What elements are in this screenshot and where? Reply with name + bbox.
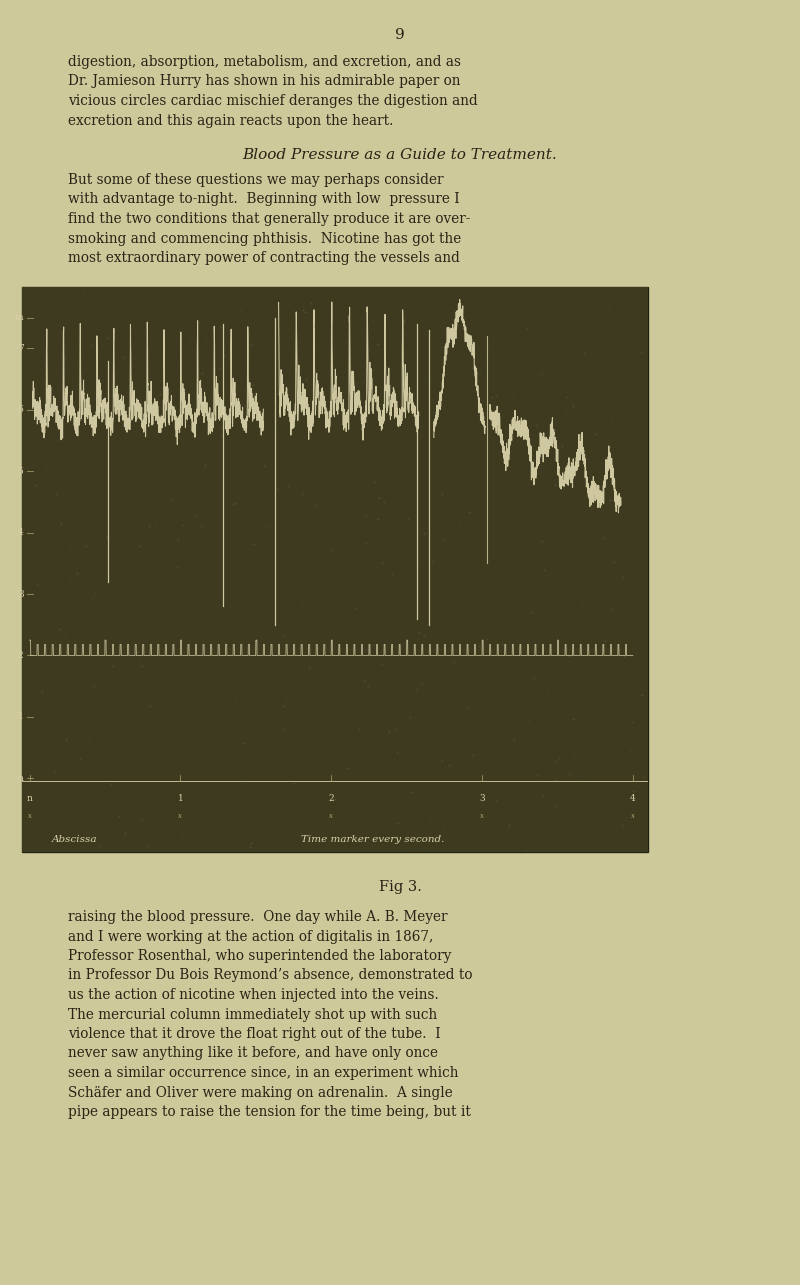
Text: 2: 2 — [18, 651, 23, 660]
Text: x: x — [631, 812, 635, 820]
Text: 4: 4 — [630, 794, 636, 803]
Text: 2: 2 — [329, 794, 334, 803]
Bar — [22, 287, 648, 852]
Text: Time marker every second.: Time marker every second. — [301, 835, 445, 844]
Text: 6: 6 — [18, 405, 23, 414]
Text: m: m — [15, 314, 23, 323]
Text: x: x — [330, 812, 334, 820]
Text: 1: 1 — [18, 712, 23, 721]
Text: 7: 7 — [18, 344, 23, 353]
Text: 3: 3 — [479, 794, 485, 803]
Text: x: x — [480, 812, 484, 820]
Text: 9: 9 — [395, 28, 405, 42]
Text: 1: 1 — [178, 794, 183, 803]
Text: Fig 3.: Fig 3. — [378, 880, 422, 894]
Text: Blood Pressure as a Guide to Treatment.: Blood Pressure as a Guide to Treatment. — [242, 148, 558, 162]
Text: Abscissa: Abscissa — [52, 835, 98, 844]
Text: 5: 5 — [18, 466, 23, 475]
Text: raising the blood pressure.  One day while A. B. Meyer
and I were working at the: raising the blood pressure. One day whil… — [68, 910, 473, 1119]
Text: 3: 3 — [18, 590, 23, 599]
Text: x: x — [178, 812, 182, 820]
Text: n: n — [26, 794, 33, 803]
Text: digestion, absorption, metabolism, and excretion, and as
Dr. Jamieson Hurry has : digestion, absorption, metabolism, and e… — [68, 55, 478, 127]
Text: x: x — [27, 812, 31, 820]
Text: But some of these questions we may perhaps consider
with advantage to-night.  Be: But some of these questions we may perha… — [68, 173, 470, 265]
Text: 4: 4 — [18, 528, 23, 537]
Text: n: n — [18, 774, 23, 783]
